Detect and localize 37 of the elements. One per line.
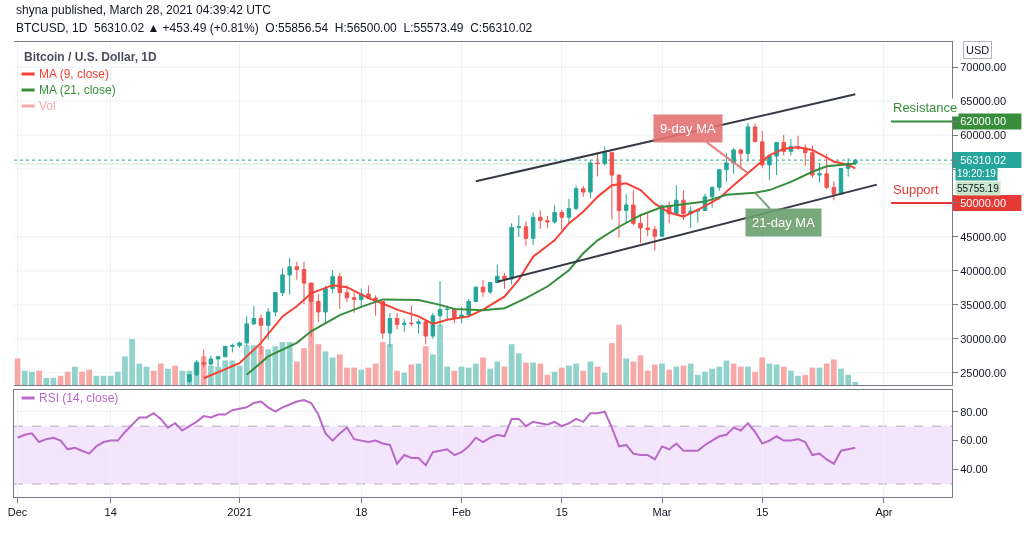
- text: Bitcoin / U.S. Dollar, 1D: [24, 50, 158, 64]
- x-tick-label: 14: [104, 506, 117, 519]
- x-tick-label: Mar: [652, 506, 672, 519]
- y-tick-label: 25000.00: [960, 366, 1007, 379]
- legend-label: RSI (14, close): [39, 391, 119, 405]
- text: 55755.19: [957, 183, 1000, 194]
- x-tick-label: 18: [355, 506, 368, 519]
- text: BTCUSD, 1D 56310.02 ▲ +453.49 (+0.81%) O:55856.54 H:56500.00 L:55573.49 C:56310.02: [16, 21, 533, 35]
- x-tick-label: 15: [756, 506, 769, 519]
- y-tick-label: 60.00: [960, 434, 988, 447]
- x-tick-label: Feb: [452, 506, 471, 519]
- text: 19:20:19: [957, 168, 997, 179]
- x-tick-label: 2021: [227, 506, 252, 519]
- text: USD: [966, 44, 990, 56]
- x-tick-label: 15: [555, 506, 568, 519]
- legend-label: MA (21, close): [39, 83, 116, 97]
- legend-label: Vol: [39, 99, 56, 113]
- y-tick-label: 65000.00: [960, 94, 1007, 107]
- x-tick-label: Dec: [7, 506, 28, 519]
- text: shyna published, March 28, 2021 04:39:42 UTC: [16, 3, 272, 17]
- y-tick-label: 80.00: [960, 405, 988, 418]
- y-tick-label: 30000.00: [960, 332, 1007, 345]
- y-tick-label: 40000.00: [960, 264, 1007, 277]
- y-tick-label: 40.00: [960, 463, 988, 476]
- ref-line-label: Resistance: [893, 100, 958, 115]
- y-tick-label: 56310.02: [960, 153, 1007, 166]
- y-tick-label: 50000.00: [960, 196, 1007, 209]
- y-tick-label: 35000.00: [960, 298, 1007, 311]
- y-tick-label: 60000.00: [960, 128, 1007, 141]
- y-tick-label: 62000.00: [960, 115, 1007, 128]
- y-tick-label: 45000.00: [960, 230, 1007, 243]
- x-tick-label: Apr: [875, 506, 893, 519]
- annotation: 21-day MA: [752, 215, 816, 230]
- annotation: 9-day MA: [660, 121, 716, 136]
- legend-label: MA (9, close): [39, 67, 110, 81]
- ref-line-label: Support: [893, 182, 939, 197]
- y-tick-label: 70000.00: [960, 60, 1007, 73]
